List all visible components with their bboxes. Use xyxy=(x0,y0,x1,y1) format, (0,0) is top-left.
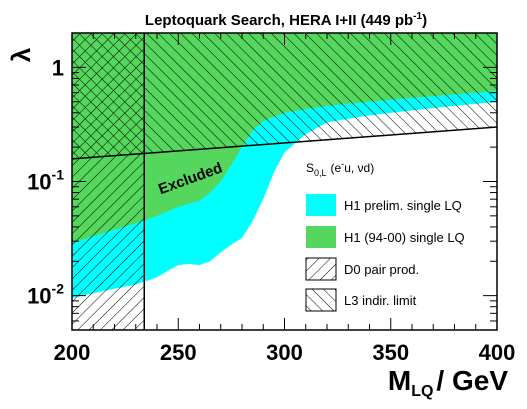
y-tick-label: 1 xyxy=(52,55,64,80)
x-tick-label: 250 xyxy=(160,340,197,365)
legend-header: S0,L (e-u, νd) xyxy=(306,159,374,178)
x-tick-label: 300 xyxy=(266,340,303,365)
legend-swatch-h1_prelim xyxy=(306,194,336,216)
x-tick-label: 350 xyxy=(372,340,409,365)
axis-ticks: 200 250 300 350 400 10-2 10-1 1 xyxy=(27,33,515,365)
legend-label-d0: D0 pair prod. xyxy=(344,262,419,277)
y-tick-label: 10-2 xyxy=(27,281,64,309)
l3-limit-line xyxy=(72,126,497,160)
legend-label-h1_9400: H1 (94-00) single LQ xyxy=(344,230,465,245)
region-l3 xyxy=(72,33,497,159)
chart-title: Leptoquark Search, HERA I+II (449 pb-1) xyxy=(145,11,427,29)
legend-swatch-d0 xyxy=(305,257,337,281)
y-tick-label: 10-1 xyxy=(27,167,64,195)
x-tick-label: 400 xyxy=(479,340,516,365)
legend-swatch-l3 xyxy=(305,288,337,312)
y-axis-label: λ xyxy=(6,47,36,62)
legend-label-h1_prelim: H1 prelim. single LQ xyxy=(344,198,462,213)
legend-label-l3: L3 indir. limit xyxy=(344,293,417,308)
legend: S0,L (e-u, νd) H1 prelim. single LQ H1 (94… xyxy=(305,159,465,312)
plot-regions xyxy=(72,33,497,330)
legend-swatch-h1_9400 xyxy=(306,226,336,248)
x-tick-label: 200 xyxy=(54,340,91,365)
x-axis-label: MLQ / GeV xyxy=(388,365,508,400)
